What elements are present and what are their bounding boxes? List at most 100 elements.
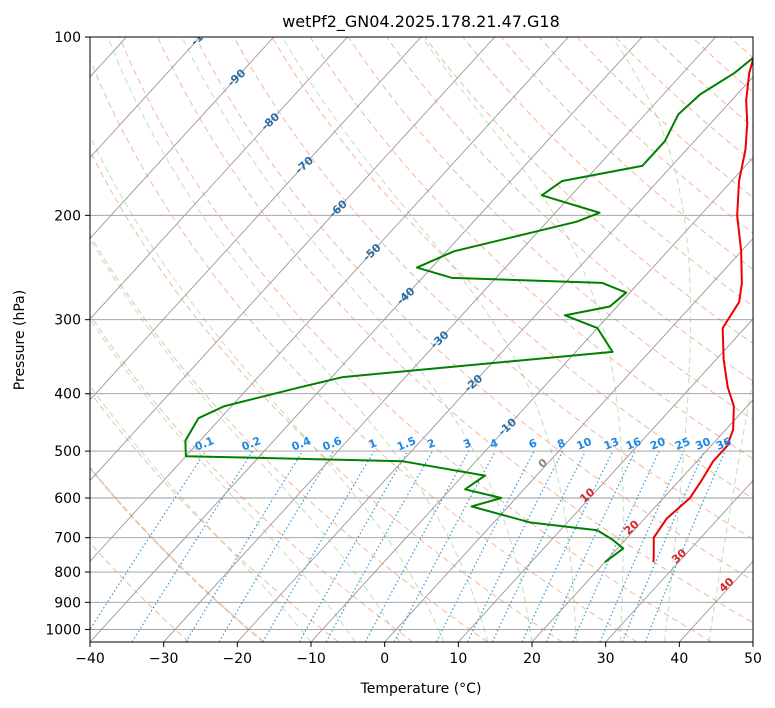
mixing-ratio-label: 16: [624, 435, 643, 453]
y-axis-label: Pressure (hPa): [12, 290, 28, 390]
isotherm-line: [90, 37, 422, 401]
y-axis-ticks: 100 200 300 400 500 600 700 800 900 1000: [45, 30, 90, 638]
mixing-ratio-label: 13: [602, 435, 621, 453]
mixing-ratio-line: [90, 450, 207, 631]
dry-adiabat-line: [90, 467, 264, 642]
x-tick-label: 40: [670, 651, 688, 667]
isotherm-line: [90, 37, 275, 240]
mixing-ratio-line: [572, 450, 660, 642]
moist-adiabat-line: [90, 238, 400, 642]
mixing-ratio-line: [131, 450, 254, 642]
profile-lines: [184, 55, 753, 564]
adiabat-label: 10: [577, 485, 597, 505]
mixing-ratio-line: [644, 450, 726, 642]
mixing-ratio-label: 30: [693, 435, 712, 453]
mixing-ratio-label: 6: [527, 436, 539, 451]
dry-adiabat-line: [157, 37, 753, 624]
dry-adiabat-line: [538, 37, 753, 234]
mixing-ratio-label: 0.1: [193, 434, 216, 453]
dry-adiabat-line: [271, 37, 753, 500]
mixing-ratio-line: [491, 450, 586, 642]
dry-adiabat-line: [90, 542, 190, 642]
adiabat-label: 20: [622, 517, 642, 537]
mixing-ratio-line: [466, 450, 564, 642]
plot-area: 0.1 0.2 0.4 0.6 1 1.5 2 3 4 6 8 10 13 16 20 25 30 36-100-…: [90, 20, 753, 642]
isotherm-line: [90, 37, 496, 482]
reference-line-labels: 0.1 0.2 0.4 0.6 1 1.5 2 3 4 6 8 10 13 16 20 25 30 36-100-…: [188, 20, 737, 595]
x-tick-label: 50: [744, 651, 762, 667]
mixing-ratio-line: [262, 450, 375, 642]
dry-adiabat-line: [118, 37, 712, 642]
x-tick-label: 0: [380, 651, 389, 667]
moist-adiabat-line: [107, 37, 489, 642]
skewed-isotherms: [90, 37, 753, 642]
moist-adiabat-line: [90, 318, 356, 642]
dry-adiabat-line: [615, 37, 753, 163]
x-axis-ticks: −40 −30 −20 −10 0 10 20 30 40 50: [75, 642, 762, 667]
dry-adiabat-line: [90, 149, 563, 642]
mixing-ratio-line: [325, 450, 434, 642]
mixing-ratio-label: 10: [575, 435, 594, 453]
x-axis-label: Temperature (°C): [360, 681, 482, 697]
mixing-ratio-line: [599, 450, 685, 642]
mixing-ratio-label: 0.4: [290, 434, 313, 453]
dry-adiabats: [90, 37, 753, 642]
moist-adiabat-line: [708, 375, 753, 642]
mixing-ratio-label: 25: [673, 435, 692, 453]
x-tick-label: 10: [449, 651, 467, 667]
isotherm-line: [457, 318, 753, 642]
y-tick-label: 100: [54, 30, 81, 46]
y-tick-label: 900: [54, 595, 81, 611]
mixing-ratio-label: 1: [367, 436, 379, 451]
moist-adiabat-line: [181, 37, 533, 642]
adiabat-label: 30: [669, 546, 689, 566]
isotherm-line: [90, 37, 569, 562]
mixing-ratio-label: 0.6: [321, 434, 344, 453]
dry-adiabat-line: [90, 234, 488, 642]
dry-adiabat-line: [90, 58, 638, 642]
isotherm-label: -100: [188, 20, 217, 48]
moist-adiabat-line: [752, 639, 753, 642]
moist-adiabat-line: [421, 37, 624, 642]
isotherm-line: [531, 399, 753, 642]
y-tick-label: 800: [54, 565, 81, 581]
mixing-ratio-label: 20: [648, 435, 667, 453]
dry-adiabat-line: [309, 37, 753, 460]
y-tick-label: 400: [54, 387, 81, 403]
x-tick-label: −30: [149, 651, 179, 667]
y-tick-label: 600: [54, 491, 81, 507]
mixing-ratio-label: 3: [461, 436, 473, 451]
y-tick-label: 1000: [45, 622, 81, 638]
mixing-ratio-line: [364, 450, 470, 642]
dry-adiabat-line: [195, 37, 753, 582]
mixing-ratio-label: 8: [555, 436, 567, 451]
dewpoint-profile: [184, 56, 753, 564]
x-tick-label: 20: [523, 651, 541, 667]
isotherm-line: [310, 156, 753, 642]
mixing-ratio-label: 36: [714, 435, 733, 453]
mixing-ratio-label: 1.5: [395, 434, 418, 453]
isotherm-line: [384, 237, 753, 642]
isotherm-line: [752, 641, 753, 642]
mixing-ratio-line: [521, 450, 614, 642]
mixing-ratio-line: [393, 450, 496, 642]
y-tick-label: 300: [54, 313, 81, 329]
x-tick-label: −20: [223, 651, 253, 667]
dry-adiabat-line: [90, 391, 339, 642]
dry-adiabat-line-strong: [90, 466, 265, 642]
mixing-ratio-lines: [90, 450, 726, 642]
pressure-gridlines: [90, 37, 753, 630]
isotherm-line: [605, 479, 753, 642]
isotherm-line: [90, 37, 643, 642]
dry-adiabat-line: [729, 37, 753, 59]
temperature-profile: [652, 55, 753, 563]
x-tick-label: −40: [75, 651, 105, 667]
moist-adiabat-line: [90, 135, 445, 642]
dry-adiabat-line: [90, 314, 414, 642]
moist-adiabat-line: [281, 37, 577, 642]
mixing-ratio-label: 4: [488, 436, 500, 451]
plot-frame: [89, 36, 754, 643]
isotherm-line: [90, 37, 201, 159]
y-tick-label: 500: [54, 444, 81, 460]
